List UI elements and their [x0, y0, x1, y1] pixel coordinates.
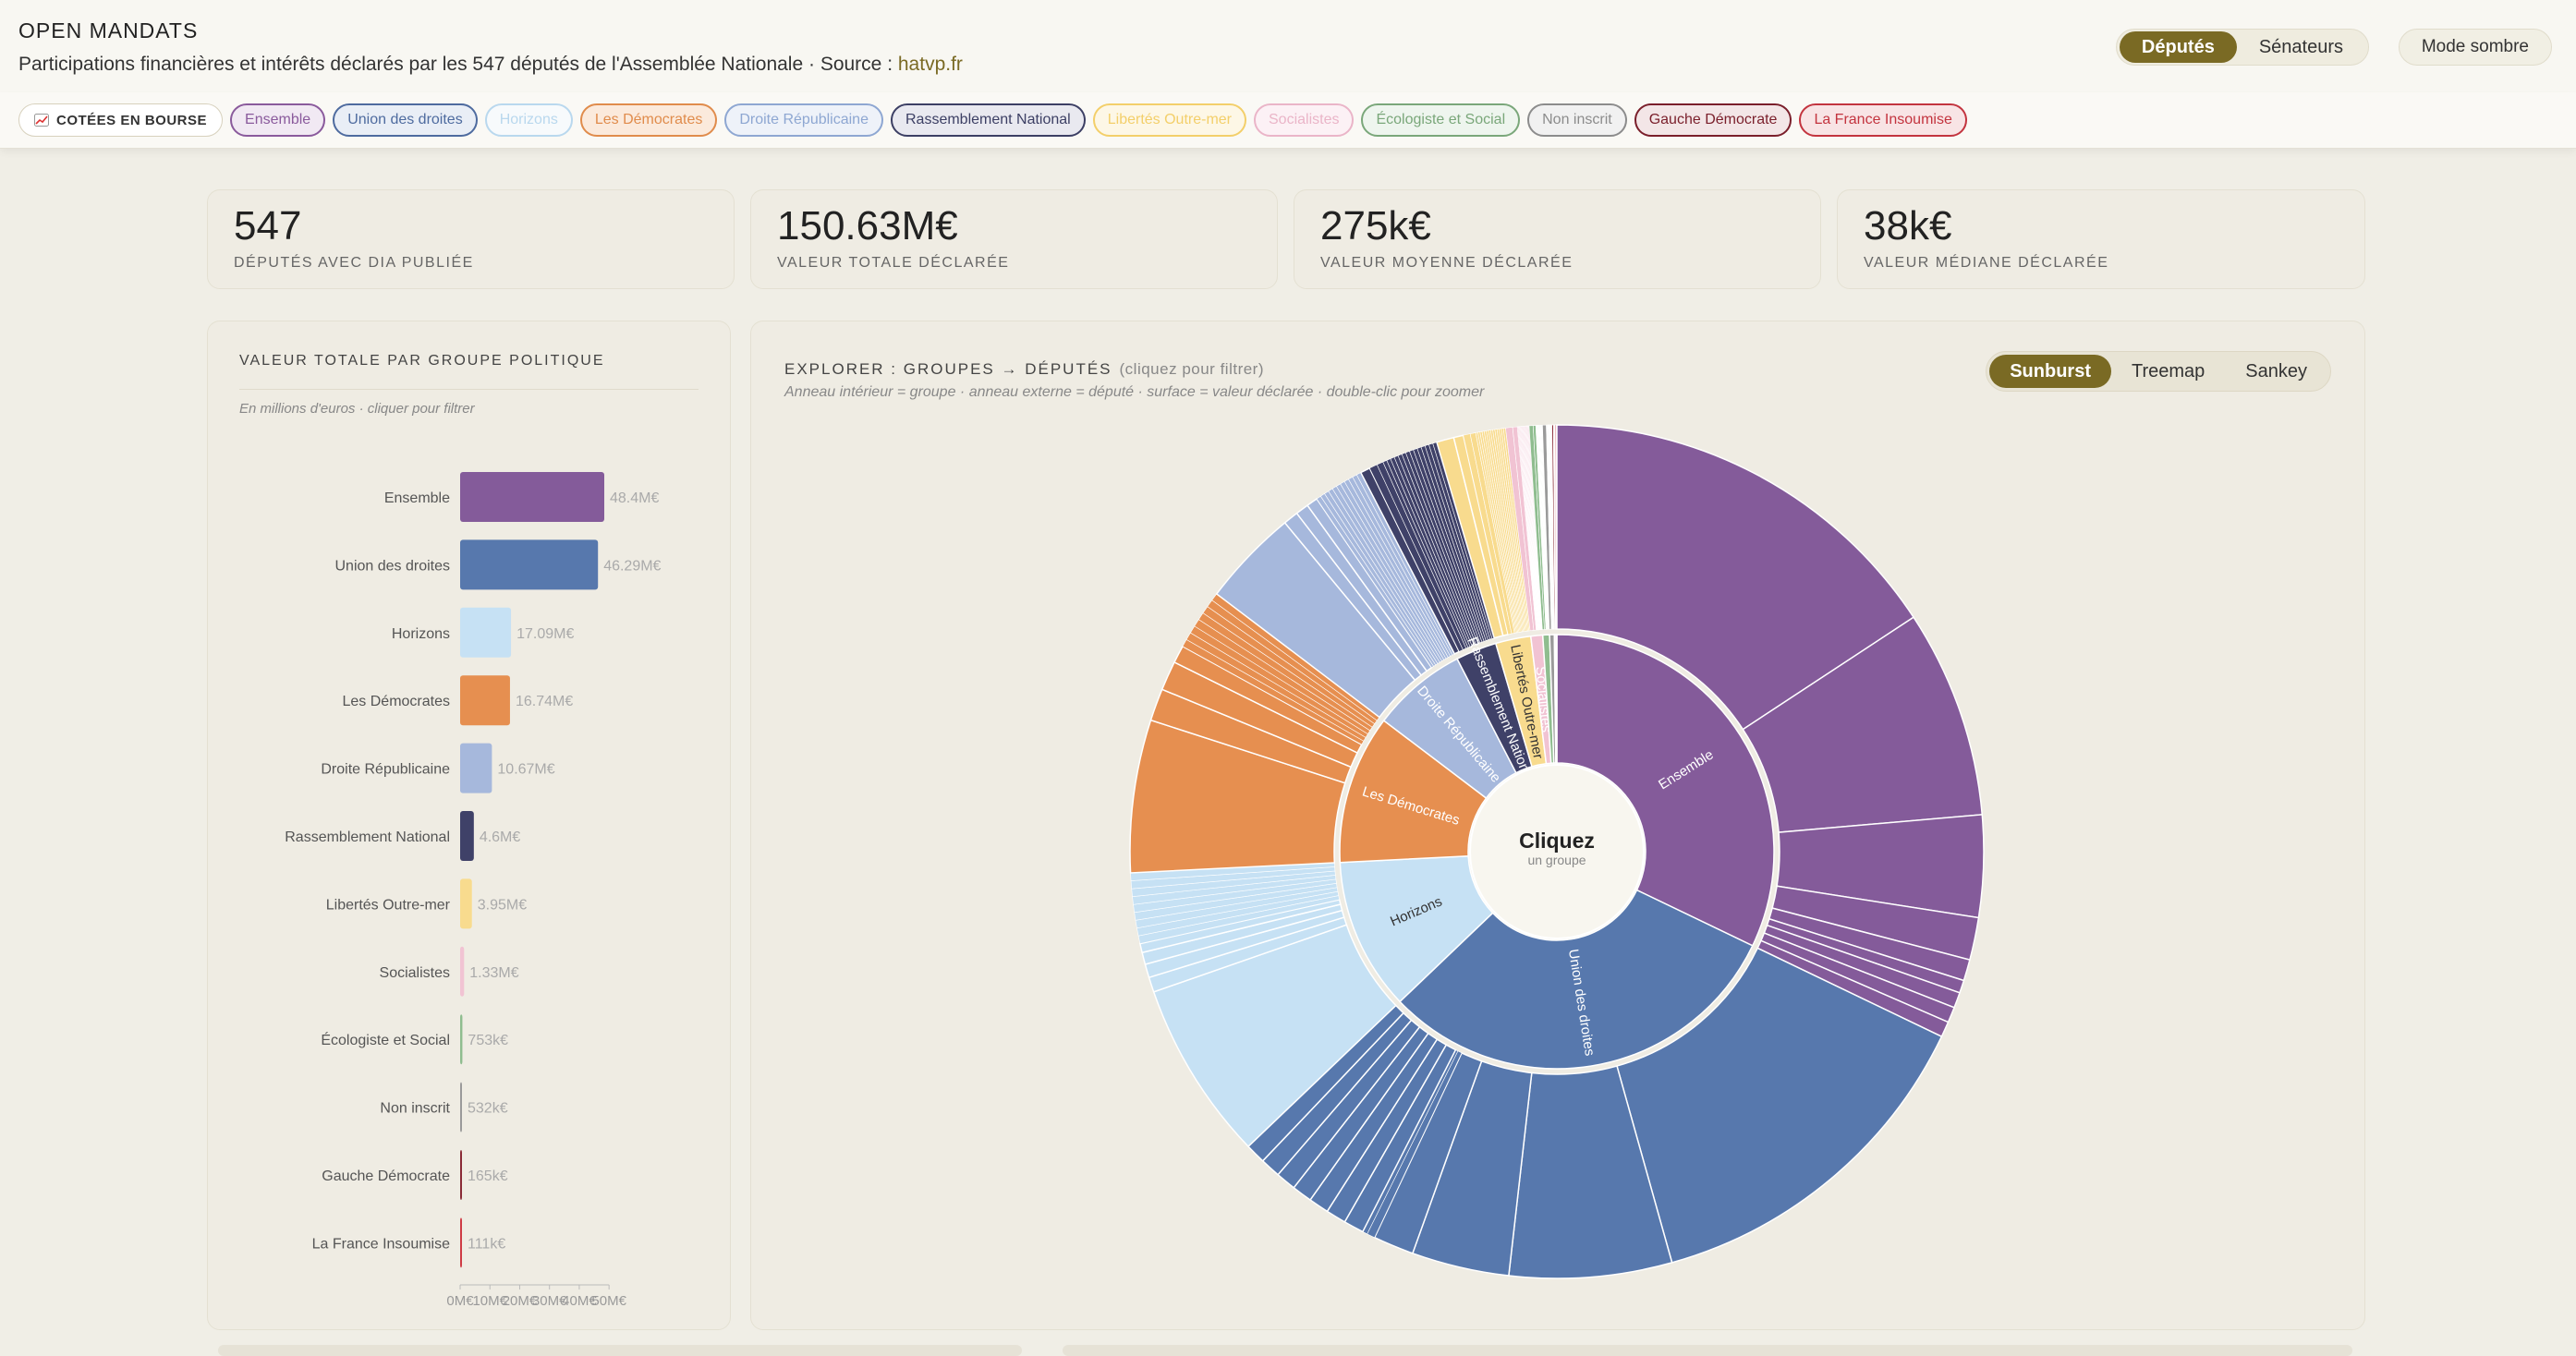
- kpi-card-median: 38k€ VALEUR MÉDIANE DÉCLARÉE: [1837, 189, 2365, 289]
- kpi-value: 38k€: [1864, 203, 1951, 249]
- bar-category-label: Libertés Outre-mer: [326, 897, 451, 913]
- senateurs-toggle-button[interactable]: Sénateurs: [2237, 31, 2365, 63]
- bar-value-label: 46.29M€: [603, 558, 661, 574]
- bar-category-label: Horizons: [392, 626, 450, 642]
- bar-value-label: 4.6M€: [480, 829, 521, 845]
- bar-value-label: 10.67M€: [497, 762, 554, 778]
- kpi-label: VALEUR MOYENNE DÉCLARÉE: [1320, 255, 1573, 272]
- group-chip[interactable]: Union des droites: [333, 103, 478, 137]
- group-chip[interactable]: Gauche Démocrate: [1634, 103, 1792, 137]
- bar-value-label: 1.33M€: [469, 965, 518, 981]
- kpi-card-mean: 275k€ VALEUR MOYENNE DÉCLARÉE: [1294, 189, 1821, 289]
- app-header: OPEN MANDATS Participations financières …: [0, 0, 2576, 93]
- bar-value-label: 165k€: [468, 1168, 508, 1184]
- app-title: OPEN MANDATS: [18, 18, 198, 43]
- bar-category-label: Écologiste et Social: [321, 1031, 450, 1048]
- view-toggle: Sunburst Treemap Sankey: [1986, 351, 2331, 392]
- deputes-toggle-button[interactable]: Députés: [2120, 31, 2237, 63]
- sankey-view-button[interactable]: Sankey: [2225, 355, 2327, 388]
- bar[interactable]: [460, 811, 474, 861]
- bar-value-label: 48.4M€: [610, 490, 659, 506]
- bar[interactable]: [460, 472, 604, 522]
- group-chip[interactable]: La France Insoumise: [1799, 103, 1966, 137]
- sunburst-center-subtitle: un groupe: [1527, 853, 1586, 867]
- group-chip[interactable]: Droite Républicaine: [724, 103, 883, 137]
- kpi-label: VALEUR TOTALE DÉCLARÉE: [777, 255, 1009, 272]
- x-tick-label: 0M€: [446, 1293, 474, 1309]
- bar[interactable]: [460, 1217, 462, 1267]
- kpi-value: 275k€: [1320, 203, 1431, 249]
- explorer-title: EXPLORER : GROUPES → DÉPUTÉS (cliquez pou…: [784, 360, 1264, 379]
- bar-category-label: Ensemble: [384, 490, 450, 506]
- next-section-edge: [1063, 1345, 2352, 1356]
- bar-category-label: Non inscrit: [380, 1101, 450, 1117]
- group-chip[interactable]: Horizons: [485, 103, 573, 137]
- group-chip[interactable]: Rassemblement National: [891, 103, 1086, 137]
- bar[interactable]: [460, 675, 510, 725]
- bar-category-label: Socialistes: [380, 965, 450, 981]
- listed-filter-label: COTÉES EN BOURSE: [56, 113, 207, 128]
- chamber-toggle: Députés Sénateurs: [2116, 29, 2369, 66]
- bar-value-label: 753k€: [468, 1033, 508, 1048]
- group-chip[interactable]: Socialistes: [1254, 103, 1354, 137]
- page-subtitle: Participations financières et intérêts d…: [18, 54, 963, 76]
- bar[interactable]: [460, 1014, 462, 1064]
- chart-up-icon: [34, 114, 49, 127]
- kpi-value: 547: [234, 203, 301, 249]
- sunburst-center-title: Cliquez: [1519, 829, 1595, 853]
- bar[interactable]: [460, 608, 511, 658]
- bar-category-label: Droite Républicaine: [321, 762, 450, 778]
- kpi-value: 150.63M€: [777, 203, 958, 249]
- bar-value-label: 532k€: [468, 1101, 508, 1117]
- bar-category-label: Les Démocrates: [343, 694, 451, 709]
- bar-category-label: La France Insoumise: [312, 1236, 451, 1252]
- listed-companies-filter[interactable]: COTÉES EN BOURSE: [18, 103, 223, 137]
- sunburst-group-segment[interactable]: [1556, 635, 1557, 763]
- sunburst-view-button[interactable]: Sunburst: [1989, 355, 2111, 388]
- next-section-edge: [218, 1345, 1022, 1356]
- bar[interactable]: [460, 539, 598, 589]
- explorer-title-text: EXPLORER : GROUPES → DÉPUTÉS: [784, 360, 1112, 378]
- group-chip[interactable]: Les Démocrates: [580, 103, 718, 137]
- group-chip[interactable]: Non inscrit: [1527, 103, 1627, 137]
- bar[interactable]: [460, 878, 472, 928]
- explorer-note: Anneau intérieur = groupe · anneau exter…: [784, 384, 1484, 401]
- bar-value-label: 17.09M€: [516, 626, 574, 642]
- dark-mode-button[interactable]: Mode sombre: [2399, 29, 2552, 66]
- bar[interactable]: [460, 947, 464, 997]
- bar[interactable]: [460, 744, 492, 793]
- bar-category-label: Union des droites: [334, 558, 450, 574]
- bar[interactable]: [460, 1083, 462, 1132]
- bar-category-label: Gauche Démocrate: [322, 1168, 450, 1184]
- group-chip[interactable]: Écologiste et Social: [1361, 103, 1520, 137]
- group-chip[interactable]: Libertés Outre-mer: [1093, 103, 1246, 137]
- bar-value-label: 16.74M€: [516, 694, 573, 709]
- x-tick-label: 50M€: [591, 1293, 626, 1309]
- bar-category-label: Rassemblement National: [285, 829, 450, 845]
- kpi-label: VALEUR MÉDIANE DÉCLARÉE: [1864, 255, 2108, 272]
- bar-value-label: 3.95M€: [478, 897, 527, 913]
- group-chip[interactable]: Ensemble: [230, 103, 325, 137]
- kpi-label: DÉPUTÉS AVEC DIA PUBLIÉE: [234, 255, 474, 272]
- kpi-card-deputes: 547 DÉPUTÉS AVEC DIA PUBLIÉE: [207, 189, 735, 289]
- kpi-card-total: 150.63M€ VALEUR TOTALE DÉCLARÉE: [750, 189, 1278, 289]
- explorer-hint: (cliquez pour filtrer): [1120, 360, 1265, 378]
- treemap-view-button[interactable]: Treemap: [2111, 355, 2225, 388]
- subtitle-text: Participations financières et intérêts d…: [18, 54, 898, 75]
- bar-value-label: 111k€: [468, 1236, 505, 1252]
- source-link[interactable]: hatvp.fr: [898, 54, 963, 75]
- group-value-panel: VALEUR TOTALE PAR GROUPE POLITIQUE En mi…: [207, 321, 731, 1330]
- bar[interactable]: [460, 1150, 462, 1200]
- group-value-bar-chart: Ensemble 48.4M€ Union des droites 46.29M€ Ho…: [208, 321, 732, 1331]
